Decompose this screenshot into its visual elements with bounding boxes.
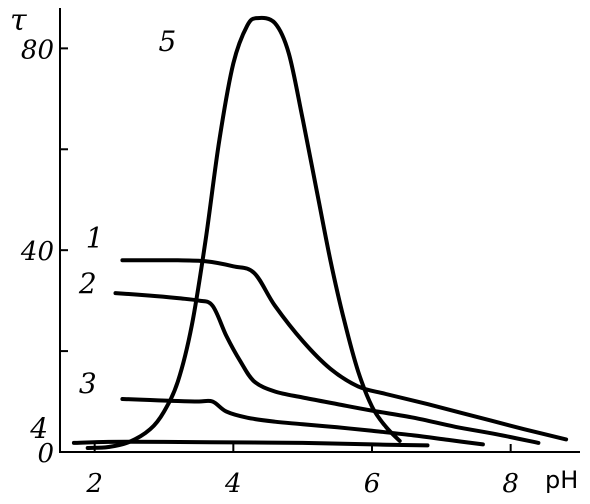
series-label-3: 3 <box>79 367 97 400</box>
x-tick-label: 2 <box>85 469 103 499</box>
series-line-3 <box>120 397 485 447</box>
axes <box>59 8 580 453</box>
series-label-5: 5 <box>159 25 177 58</box>
y-tick-label: 0 <box>37 439 54 469</box>
x-tick-label: 4 <box>224 469 242 499</box>
series-label-2: 2 <box>78 267 97 300</box>
y-tick-label: 40 <box>20 237 54 267</box>
series-line-4 <box>71 439 430 448</box>
series-line-1 <box>120 258 569 442</box>
y-axis-label: τ <box>10 3 27 38</box>
y-tick-label: 80 <box>21 35 54 65</box>
series-label-4: 4 <box>29 412 48 445</box>
series-label-1: 1 <box>86 222 104 255</box>
series-line-5 <box>85 15 402 450</box>
x-tick-label: 6 <box>364 469 381 499</box>
series-line-2 <box>113 291 541 445</box>
x-tick-label: 8 <box>502 469 519 499</box>
curve-labels: 1 2 34 5 <box>29 25 176 445</box>
curves <box>71 15 569 450</box>
axis-frame <box>59 8 580 453</box>
x-axis-label: pH <box>545 466 578 494</box>
